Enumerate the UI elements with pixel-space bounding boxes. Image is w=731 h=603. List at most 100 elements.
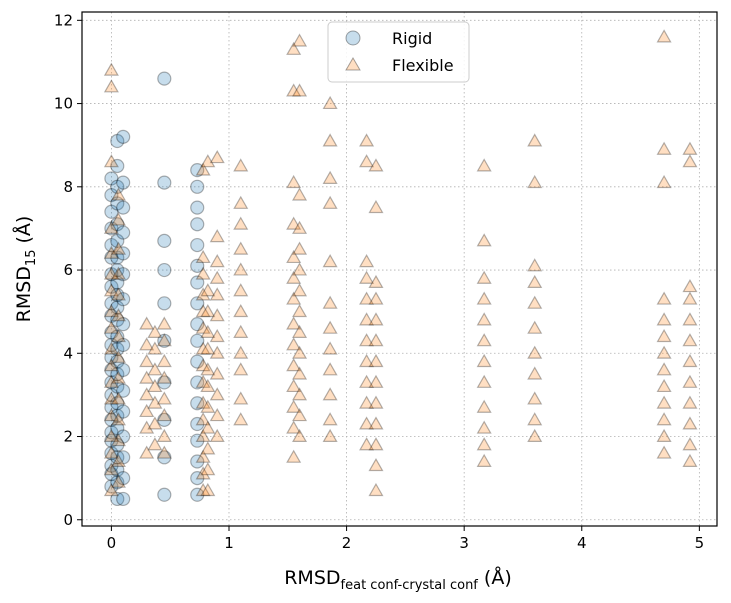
flexible-point — [322, 133, 338, 147]
flexible-point — [103, 341, 119, 355]
x-tick-label: 1 — [224, 534, 234, 552]
flexible-point — [527, 345, 543, 359]
flexible-point — [527, 412, 543, 426]
flexible-point — [292, 345, 308, 359]
flexible-point — [286, 83, 302, 97]
rigid-point — [104, 458, 119, 473]
rigid-point — [104, 425, 119, 440]
flexible-point — [292, 387, 308, 401]
flexible-point — [476, 374, 492, 388]
rigid-point — [190, 433, 205, 448]
rigid-point — [110, 179, 125, 194]
flexible-point — [359, 291, 375, 305]
flexible-point — [682, 154, 698, 168]
flexible-point — [359, 395, 375, 409]
flexible-point — [682, 374, 698, 388]
flexible-point — [292, 220, 308, 234]
flexible-point — [110, 308, 126, 322]
flexible-point — [286, 270, 302, 284]
flexible-point — [682, 291, 698, 305]
flexible-point — [147, 324, 163, 338]
flexible-point — [359, 374, 375, 388]
flexible-point — [292, 324, 308, 338]
flexible-point — [292, 428, 308, 442]
flexible-point — [233, 391, 249, 405]
flexible-point — [368, 274, 384, 289]
flexible-point — [200, 303, 216, 318]
rigid-point — [110, 354, 125, 369]
rigid-point — [104, 308, 119, 323]
flexible-point — [195, 374, 211, 388]
flexible-point — [156, 316, 172, 330]
flexible-point — [322, 428, 338, 442]
flexible-point — [359, 353, 375, 368]
rigid-point — [190, 354, 205, 369]
flexible-point — [322, 320, 338, 334]
flexible-point — [103, 374, 119, 388]
flexible-point — [682, 353, 698, 368]
rigid-point — [104, 296, 119, 311]
rigid-point — [104, 325, 119, 340]
rigid-point — [110, 421, 125, 436]
flexible-point — [656, 174, 672, 189]
rigid-point — [116, 267, 131, 282]
y-tick-label: 12 — [54, 11, 73, 29]
rigid-point — [116, 337, 131, 353]
flexible-point — [103, 407, 119, 422]
flexible-point — [682, 312, 698, 326]
flexible-point — [103, 462, 119, 476]
flexible-point — [156, 445, 172, 459]
flexible-point — [103, 358, 119, 372]
flexible-point — [682, 453, 698, 467]
flexible-point — [195, 395, 211, 409]
rigid-point — [110, 133, 125, 149]
flexible-point — [209, 428, 225, 442]
flexible-point — [139, 337, 155, 351]
rigid-point — [157, 450, 172, 465]
flexible-point — [682, 278, 698, 293]
flexible-point — [195, 162, 211, 176]
rigid-point — [116, 429, 131, 444]
flexible-point — [368, 158, 384, 172]
flexible-point — [147, 416, 163, 430]
flexible-point — [156, 353, 172, 368]
rigid-point — [157, 175, 172, 190]
flexible-point — [156, 428, 172, 442]
rigid-point — [110, 158, 125, 174]
rigid-point — [110, 450, 125, 465]
flexible-point — [200, 441, 216, 455]
rigid-point — [104, 412, 119, 427]
rigid-point — [190, 333, 205, 348]
rigid-point — [190, 416, 205, 432]
flexible-point — [656, 362, 672, 376]
y-tick-label: 2 — [63, 428, 73, 446]
flexible-point — [195, 303, 211, 318]
flexible-point — [103, 245, 119, 259]
flexible-point — [322, 362, 338, 376]
flexible-point — [233, 345, 249, 359]
rigid-point — [116, 246, 131, 261]
flexible-point — [527, 274, 543, 289]
rigid-point — [104, 479, 119, 494]
grid-lines — [82, 12, 717, 526]
rigid-point — [104, 250, 119, 265]
rigid-point — [104, 466, 119, 482]
legend: Rigid Flexible — [327, 21, 470, 83]
flexible-point — [656, 412, 672, 426]
flexible-point — [656, 312, 672, 326]
rigid-point — [116, 317, 131, 332]
flexible-point — [322, 295, 338, 309]
flexible-point — [200, 341, 216, 355]
flexible-point — [110, 453, 126, 467]
flexible-point — [209, 366, 225, 380]
flexible-point — [527, 391, 543, 405]
rigid-point — [157, 412, 172, 427]
flexible-point — [292, 283, 308, 297]
rigid-point — [116, 383, 131, 398]
rigid-point — [116, 292, 131, 307]
flexible-point — [110, 287, 126, 301]
flexible-point — [195, 412, 211, 426]
flexible-point — [147, 362, 163, 376]
plot-area-frame — [81, 11, 718, 527]
legend-label-rigid: Rigid — [392, 29, 432, 48]
